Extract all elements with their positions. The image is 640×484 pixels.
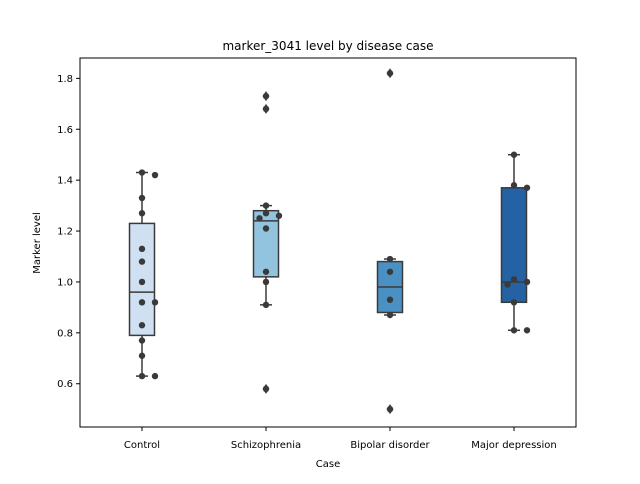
y-tick-label: 1.2: [57, 227, 73, 238]
data-point: [262, 210, 270, 217]
plot-area: 0.6 0.8 1.0 1.2 1.4 1.6 1.8 Control Schizophreni…: [57, 57, 577, 451]
data-point: [504, 281, 511, 288]
data-point: [275, 212, 283, 219]
data-point: [386, 311, 394, 319]
data-point: [262, 385, 270, 393]
data-point: [510, 276, 518, 283]
data-point: [510, 299, 518, 306]
data-point: [262, 202, 270, 209]
plot-frame: [79, 57, 577, 428]
data-point: [138, 372, 146, 380]
x-tick-label: Control: [124, 440, 160, 451]
data-point: [262, 105, 270, 113]
data-point: [386, 255, 394, 263]
y-tick-label: 1.4: [57, 176, 73, 187]
data-point: [256, 215, 263, 222]
y-tick-label: 1.0: [57, 277, 73, 288]
data-point: [510, 151, 518, 158]
data-point: [510, 182, 518, 189]
data-point: [138, 352, 146, 359]
data-point: [138, 278, 146, 286]
x-tick-label: Bipolar disorder: [350, 440, 430, 451]
y-tick-label: 0.6: [57, 379, 73, 390]
data-point: [262, 301, 270, 309]
data-point: [262, 268, 270, 275]
data-point: [386, 405, 394, 413]
box-schizophrenia: [252, 209, 280, 278]
data-point: [138, 245, 146, 253]
x-tick-label: Schizophrenia: [231, 440, 301, 451]
data-point: [386, 70, 394, 77]
data-point: [262, 225, 270, 232]
data-point: [523, 327, 531, 334]
data-point: [262, 92, 270, 100]
data-point: [386, 296, 394, 303]
data-point: [138, 258, 146, 265]
data-point: [151, 171, 159, 179]
x-axis-label: Case: [316, 459, 340, 470]
data-point: [138, 169, 146, 176]
data-point: [138, 322, 146, 329]
y-tick-label: 0.8: [57, 328, 73, 339]
data-point: [151, 299, 159, 306]
data-point: [138, 299, 146, 306]
data-point: [523, 184, 531, 191]
data-point: [262, 278, 270, 286]
chart-title: marker_3041 level by disease case: [222, 39, 433, 53]
data-point: [510, 327, 518, 334]
data-point: [386, 268, 394, 275]
y-tick-label: 1.6: [57, 125, 73, 136]
y-tick-label: 1.8: [57, 74, 73, 85]
data-point: [138, 194, 146, 202]
data-point: [523, 278, 531, 286]
data-point: [138, 337, 146, 344]
x-tick-label: Major depression: [471, 440, 557, 451]
data-point: [138, 210, 146, 217]
data-point: [151, 372, 159, 380]
y-axis-label: Marker level: [32, 212, 43, 274]
